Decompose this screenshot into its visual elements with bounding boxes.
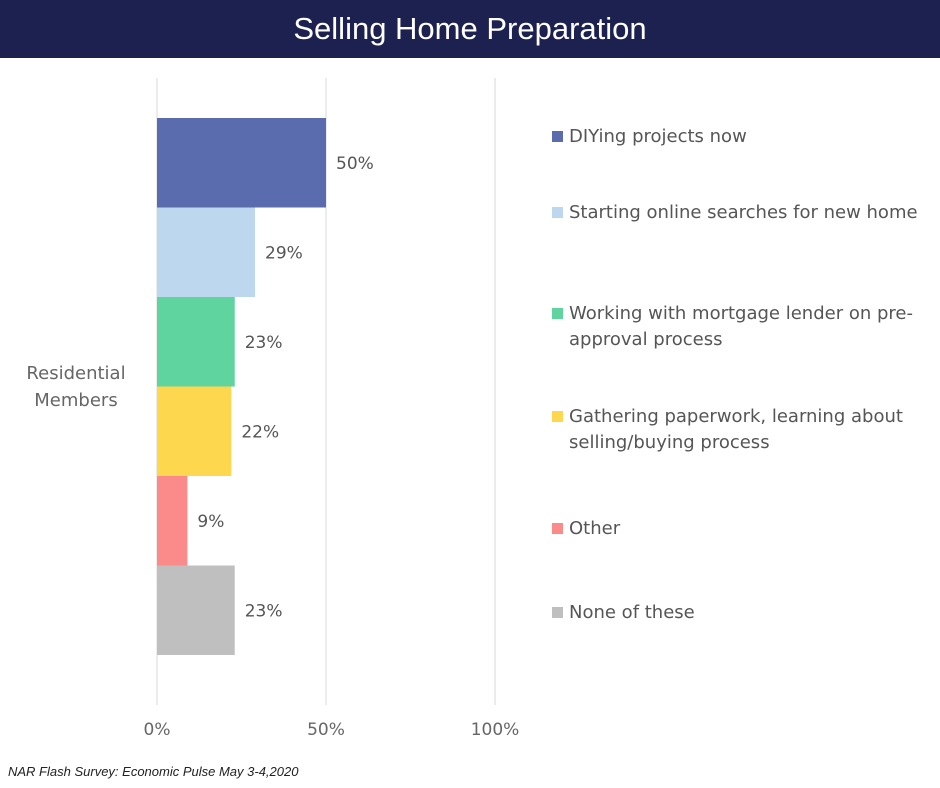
source-note: NAR Flash Survey: Economic Pulse May 3-4… [8, 764, 299, 779]
legend-label: Starting online searches for new home [569, 202, 918, 223]
bar [157, 297, 235, 387]
legend-item: Other [552, 516, 927, 542]
bar-value-label: 9% [197, 512, 224, 532]
legend-label: None of these [569, 602, 695, 623]
legend-item: Gathering paperwork, learning about sell… [552, 404, 927, 456]
bar-value-label: 29% [265, 243, 303, 263]
bar-value-label: 22% [241, 422, 279, 442]
legend-swatch [552, 607, 563, 618]
category-label: Residential Members [26, 363, 126, 411]
legend-label: Working with mortgage lender on pre-appr… [569, 303, 913, 350]
legend-swatch [552, 131, 563, 142]
x-tick-label: 50% [307, 720, 345, 740]
bar-value-label: 50% [336, 154, 374, 174]
legend-swatch [552, 411, 563, 422]
legend-swatch [552, 308, 563, 319]
bar [157, 386, 232, 476]
legend-label: Other [569, 518, 621, 539]
legend-item: None of these [552, 600, 927, 626]
legend-item: Starting online searches for new home [552, 200, 927, 226]
bar [157, 118, 326, 208]
bar [157, 207, 256, 297]
bar-value-label: 23% [245, 601, 283, 621]
x-tick-label: 0% [144, 720, 171, 740]
legend-item: DIYing projects now [552, 124, 927, 150]
legend-item: Working with mortgage lender on pre-appr… [552, 301, 927, 353]
title-bar: Selling Home Preparation [0, 0, 940, 58]
x-tick-label: 100% [471, 720, 520, 740]
legend-label: DIYing projects now [569, 126, 747, 147]
bar-value-label: 23% [245, 333, 283, 353]
bar [157, 565, 235, 655]
bar [157, 476, 188, 566]
legend-swatch [552, 523, 563, 534]
chart-title: Selling Home Preparation [293, 11, 647, 46]
legend-label: Gathering paperwork, learning about sell… [569, 406, 903, 453]
legend-swatch [552, 207, 563, 218]
